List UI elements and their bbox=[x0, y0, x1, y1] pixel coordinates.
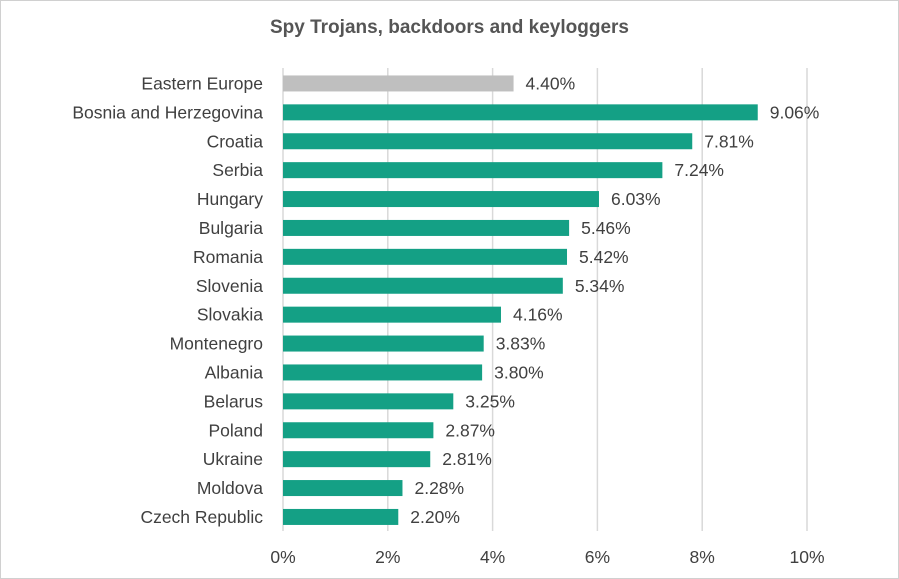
data-label: 4.16% bbox=[513, 305, 563, 325]
x-axis-ticks: 0% 2% 4% 6% 8% 10% bbox=[270, 547, 824, 567]
category-label: Romania bbox=[193, 247, 263, 267]
data-label: 7.24% bbox=[674, 160, 724, 180]
category-labels: Eastern Europe Bosnia and Herzegovina Croa… bbox=[72, 73, 263, 527]
x-tick-label: 2% bbox=[375, 547, 400, 567]
bar bbox=[283, 508, 399, 525]
x-tick-label: 4% bbox=[480, 547, 505, 567]
category-label: Moldova bbox=[197, 478, 263, 498]
data-label: 2.81% bbox=[442, 449, 492, 469]
category-label: Hungary bbox=[197, 189, 263, 209]
data-label: 3.25% bbox=[465, 391, 515, 411]
category-label: Slovenia bbox=[196, 276, 263, 296]
bar bbox=[283, 248, 568, 265]
category-label: Montenegro bbox=[170, 334, 263, 354]
data-label: 7.81% bbox=[704, 131, 754, 151]
data-label: 3.80% bbox=[494, 362, 544, 382]
category-label: Bulgaria bbox=[199, 218, 263, 238]
category-label: Serbia bbox=[212, 160, 263, 180]
bar bbox=[283, 393, 454, 410]
data-label: 5.34% bbox=[575, 276, 625, 296]
data-label: 3.83% bbox=[496, 334, 546, 354]
x-tick-label: 0% bbox=[270, 547, 295, 567]
category-label: Czech Republic bbox=[140, 507, 263, 527]
data-label: 9.06% bbox=[770, 102, 820, 122]
bar bbox=[283, 364, 483, 381]
category-label: Croatia bbox=[207, 131, 264, 151]
bars bbox=[283, 75, 758, 525]
data-label: 5.42% bbox=[579, 247, 629, 267]
x-tick-label: 8% bbox=[690, 547, 715, 567]
x-tick-label: 6% bbox=[585, 547, 610, 567]
value-labels: 4.40% 9.06% 7.81% 7.24% 6.03% 5.46% 5.42% 5.34%… bbox=[410, 73, 819, 527]
data-label: 4.40% bbox=[526, 73, 576, 93]
bar bbox=[283, 191, 599, 208]
bar bbox=[283, 335, 484, 352]
bar bbox=[283, 133, 693, 150]
bar bbox=[283, 75, 514, 92]
bar bbox=[283, 480, 403, 497]
category-label: Belarus bbox=[204, 391, 264, 411]
data-label: 2.28% bbox=[414, 478, 464, 498]
bar bbox=[283, 306, 501, 323]
data-label: 5.46% bbox=[581, 218, 631, 238]
data-label: 2.87% bbox=[445, 420, 495, 440]
x-tick-label: 10% bbox=[789, 547, 824, 567]
chart-title: Spy Trojans, backdoors and keyloggers bbox=[269, 17, 629, 38]
data-label: 2.20% bbox=[410, 507, 460, 527]
category-label: Poland bbox=[209, 420, 264, 440]
bar bbox=[283, 277, 563, 294]
data-label: 6.03% bbox=[611, 189, 661, 209]
category-label: Eastern Europe bbox=[141, 73, 263, 93]
bar bbox=[283, 104, 758, 121]
bar bbox=[283, 162, 663, 179]
bar bbox=[283, 451, 431, 468]
bar bbox=[283, 422, 434, 439]
category-label: Bosnia and Herzegovina bbox=[72, 102, 263, 122]
category-label: Albania bbox=[205, 362, 264, 382]
bar bbox=[283, 219, 570, 236]
category-label: Slovakia bbox=[197, 305, 263, 325]
category-label: Ukraine bbox=[203, 449, 263, 469]
